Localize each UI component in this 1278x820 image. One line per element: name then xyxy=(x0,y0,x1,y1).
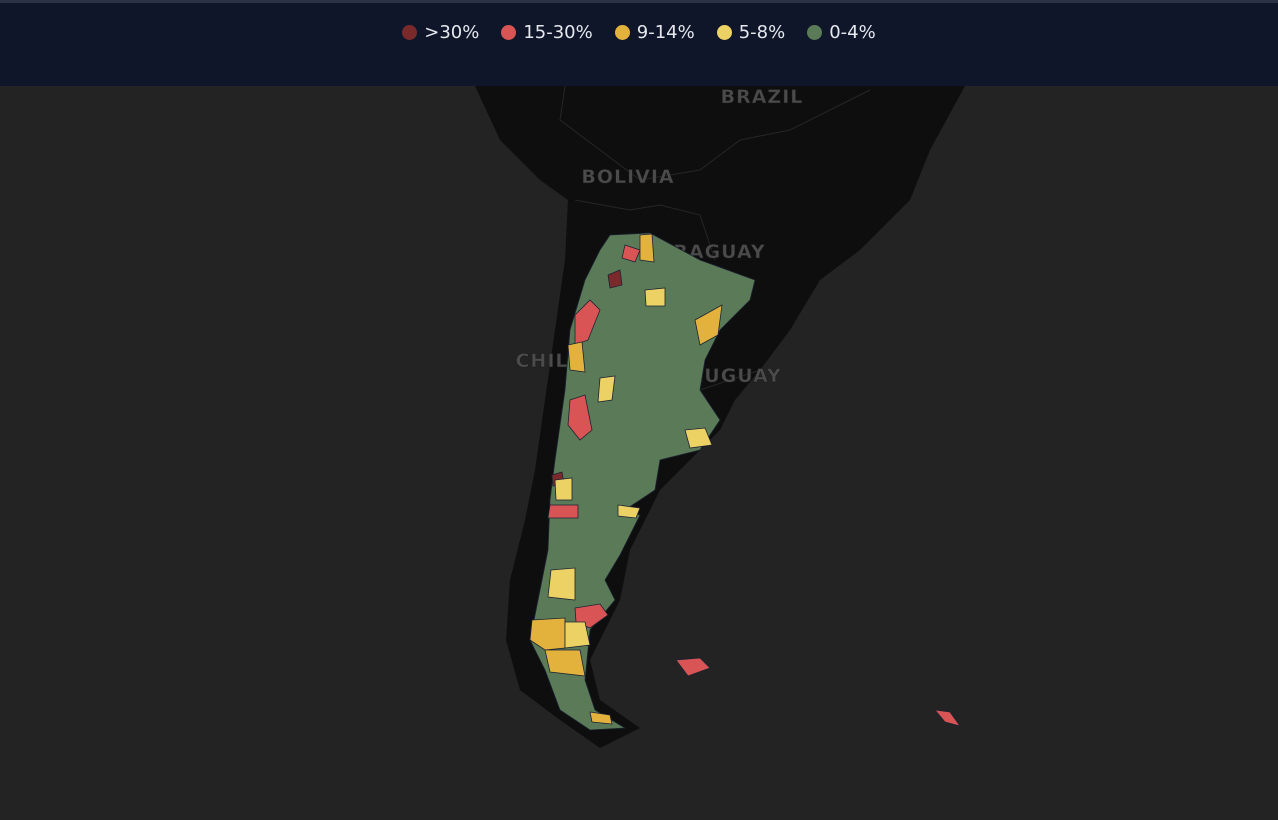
legend-swatch xyxy=(614,25,630,40)
region xyxy=(564,621,591,649)
legend-swatch xyxy=(402,25,418,40)
legend-label: >30% xyxy=(424,22,480,43)
legend: >30% 15-30% 9-14% 5-8% 0-4% xyxy=(0,22,1278,43)
region xyxy=(574,299,601,346)
legend-swatch xyxy=(501,25,517,40)
legend-item[interactable]: 9-14% xyxy=(614,22,695,43)
legend-item[interactable]: 0-4% xyxy=(807,22,876,43)
region xyxy=(544,649,586,677)
region xyxy=(547,504,579,519)
legend-swatch xyxy=(807,25,823,40)
country-label: BOLIVIA xyxy=(581,166,674,188)
country-label: CHILE xyxy=(515,350,582,372)
region xyxy=(675,657,711,677)
region xyxy=(644,287,666,307)
map: BRAZIL BOLIVIA PARAGUAY CHILE URUGUAY xyxy=(475,86,965,748)
region xyxy=(934,709,961,727)
legend-label: 9-14% xyxy=(636,22,695,43)
region xyxy=(694,304,723,346)
region xyxy=(639,233,655,263)
country-label: BRAZIL xyxy=(721,86,804,108)
choropleth xyxy=(529,232,961,731)
legend-swatch xyxy=(716,25,732,40)
region xyxy=(589,711,613,725)
legend-label: 5-8% xyxy=(738,22,786,43)
borders xyxy=(559,86,871,391)
region xyxy=(617,504,641,519)
region xyxy=(547,567,576,601)
top-bar: >30% 15-30% 9-14% 5-8% 0-4% xyxy=(0,0,1278,86)
legend-item[interactable]: 5-8% xyxy=(716,22,786,43)
region xyxy=(684,427,713,449)
legend-label: 0-4% xyxy=(829,22,876,43)
region xyxy=(567,394,593,441)
region xyxy=(597,375,616,403)
legend-item[interactable]: 15-30% xyxy=(501,22,593,43)
legend-label: 15-30% xyxy=(523,22,593,43)
region xyxy=(607,269,623,289)
region xyxy=(621,244,641,263)
region xyxy=(567,341,586,373)
legend-item[interactable]: >30% xyxy=(402,22,479,43)
region xyxy=(529,617,566,651)
region xyxy=(554,477,573,501)
